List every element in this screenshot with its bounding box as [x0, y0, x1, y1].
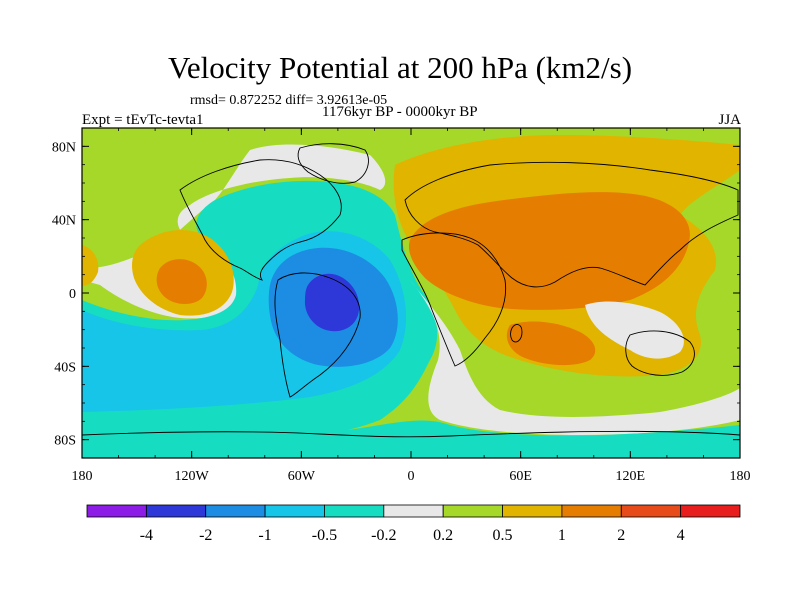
- colorbar-label: 1: [558, 527, 566, 544]
- colorbar-label: 2: [617, 527, 625, 544]
- field-indian-ocean-max: [506, 321, 596, 366]
- colorbar-swatch: [145, 504, 207, 518]
- coastline-greenland: [297, 143, 369, 184]
- y-tick-label: 0: [69, 287, 76, 302]
- y-tick-label: 80N: [52, 140, 76, 155]
- field-south-negative: [82, 420, 740, 458]
- coastline-africa: [401, 232, 507, 367]
- field-pacific-max: [156, 259, 207, 304]
- colorbar-swatch: [442, 504, 503, 518]
- map-axes: 80N 40N 0 40S 80S 180 120W 60W 0 60E 120E 180: [52, 128, 751, 484]
- colorbar-swatch: [383, 504, 444, 518]
- coastlines: [82, 143, 740, 438]
- colorbar-label: -2: [199, 527, 212, 544]
- coastline-north-america: [179, 159, 342, 281]
- x-tick-label: 60E: [509, 469, 532, 484]
- x-tick-label: 180: [730, 469, 751, 484]
- colorbar-swatch: [680, 504, 741, 518]
- colorbar-label: -4: [140, 527, 153, 544]
- colorbar: -4 -2 -1 -0.5 -0.2 0.2 0.5 1 2 4: [86, 504, 741, 544]
- coastline-madagascar: [510, 324, 523, 343]
- colorbar-swatch: [264, 504, 325, 518]
- coastline-eurasia: [404, 161, 739, 288]
- colorbar-label: 4: [677, 527, 685, 544]
- coastline-antarctica: [82, 430, 740, 438]
- period-label: 1176kyr BP - 0000kyr BP: [322, 104, 478, 120]
- colorbar-label: 0.5: [493, 527, 513, 544]
- colorbar-swatch: [205, 504, 266, 518]
- colorbar-swatch: [561, 504, 622, 518]
- season-label: JJA: [718, 112, 741, 128]
- colorbar-label: -1: [258, 527, 271, 544]
- figure-title: Velocity Potential at 200 hPa (km2/s): [167, 50, 633, 85]
- experiment-label: Expt = tEvTc-tevta1: [82, 112, 204, 128]
- field-asia-africa-max: [408, 192, 690, 310]
- colorbar-swatch: [86, 504, 147, 518]
- y-tick-label: 40N: [52, 214, 76, 229]
- colorbar-label: 0.2: [433, 527, 453, 544]
- colorbar-swatch: [502, 504, 563, 518]
- y-tick-label: 40S: [54, 360, 76, 375]
- coastline-australia: [625, 330, 695, 376]
- colorbar-swatch: [620, 504, 682, 518]
- y-tick-label: 80S: [54, 434, 76, 449]
- x-tick-label: 120W: [175, 469, 210, 484]
- statistics-text: rmsd= 0.872252 diff= 3.92613e-05: [190, 93, 388, 108]
- field-dateline-positive: [82, 245, 99, 286]
- colorbar-label: -0.2: [371, 527, 396, 544]
- colorbar-label: -0.5: [312, 527, 337, 544]
- x-tick-label: 180: [72, 469, 93, 484]
- field-brazil-min: [304, 273, 360, 332]
- velocity-potential-field: [82, 128, 740, 458]
- coastline-south-america: [274, 272, 361, 398]
- colorbar-swatch: [324, 504, 385, 518]
- field-indian-ocean-low: [585, 301, 684, 359]
- x-tick-label: 120E: [616, 469, 646, 484]
- x-tick-label: 60W: [288, 469, 316, 484]
- x-tick-label: 0: [408, 469, 415, 484]
- field-zero-band-south: [410, 280, 740, 435]
